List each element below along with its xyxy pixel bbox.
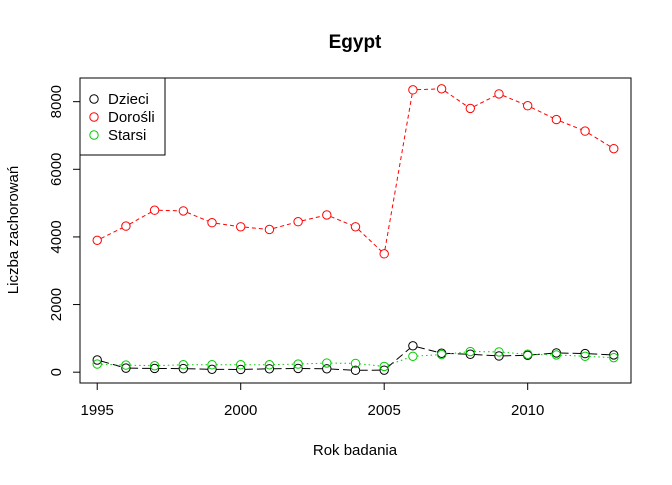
series-line-segment xyxy=(445,91,467,106)
data-point xyxy=(208,219,216,227)
series-starsi xyxy=(93,347,618,370)
series-line-segment xyxy=(474,96,495,107)
y-tick-label: 2000 xyxy=(48,288,65,321)
series-line-segment xyxy=(531,108,552,118)
series-line-segment xyxy=(331,217,352,226)
data-point xyxy=(380,250,388,258)
series-line-segment xyxy=(503,352,523,354)
data-point xyxy=(323,359,331,367)
series-line-segment xyxy=(503,95,524,104)
series-dorosli xyxy=(93,85,618,258)
data-point xyxy=(237,223,245,231)
series-line-segment xyxy=(302,363,322,364)
series-line-segment xyxy=(474,355,494,356)
data-point xyxy=(409,342,417,350)
legend-label-starsi: Starsi xyxy=(108,127,146,144)
series-line-segment xyxy=(560,121,581,129)
series-line-segment xyxy=(589,133,611,146)
data-point xyxy=(237,365,245,373)
data-point xyxy=(323,211,331,219)
data-point xyxy=(265,225,273,233)
data-point xyxy=(610,144,618,152)
x-tick-label: 1995 xyxy=(81,402,114,419)
data-point xyxy=(294,218,302,226)
series-line-segment xyxy=(561,355,581,356)
series-line-segment xyxy=(101,228,122,238)
data-point xyxy=(237,361,245,369)
y-tick-label: 6000 xyxy=(48,153,65,186)
data-point xyxy=(581,127,589,135)
x-axis: 1995 2000 2005 2010 xyxy=(81,383,545,419)
data-point xyxy=(93,236,101,244)
data-point xyxy=(409,352,417,360)
series-line-segment xyxy=(417,355,437,356)
data-point xyxy=(495,90,503,98)
data-point xyxy=(552,351,560,359)
x-axis-label: Rok badania xyxy=(313,442,398,459)
series-line-segment xyxy=(331,369,351,370)
data-point xyxy=(552,115,560,123)
y-tick-label: 8000 xyxy=(48,85,65,118)
series-line-segment xyxy=(417,89,437,90)
series-line-segment xyxy=(360,364,380,366)
x-tick-label: 2000 xyxy=(224,402,257,419)
data-point xyxy=(552,349,560,357)
series-line-segment xyxy=(216,223,236,226)
data-point xyxy=(179,207,187,215)
series-line-segment xyxy=(273,223,294,229)
series-layer xyxy=(93,85,618,375)
series-line-segment xyxy=(385,94,412,250)
legend-label-dorosli: Dorośli xyxy=(108,109,155,126)
data-point xyxy=(122,222,130,230)
series-line-segment xyxy=(245,227,265,229)
series-line-segment xyxy=(159,365,179,366)
data-point xyxy=(150,206,158,214)
chart-title: Egypt xyxy=(329,32,382,53)
data-point xyxy=(466,104,474,112)
y-axis-label: Liczba zachorowań xyxy=(5,166,22,294)
y-tick-label: 0 xyxy=(48,368,65,376)
y-tick-label: 4000 xyxy=(48,220,65,253)
legend-label-dzieci: Dzieci xyxy=(108,91,149,108)
data-point xyxy=(437,85,445,93)
data-point xyxy=(409,86,417,94)
series-line-segment xyxy=(130,212,151,224)
series-line-segment xyxy=(359,230,382,251)
x-tick-label: 2010 xyxy=(511,402,544,419)
y-axis: 0 2000 4000 6000 8000 xyxy=(48,85,80,376)
data-point xyxy=(351,223,359,231)
series-line-segment xyxy=(302,216,323,221)
series-line-segment xyxy=(417,347,438,352)
data-point xyxy=(523,102,531,110)
series-line-segment xyxy=(101,364,121,365)
series-line-segment xyxy=(589,354,609,355)
x-tick-label: 2005 xyxy=(368,402,401,419)
series-line-segment xyxy=(387,349,409,368)
series-dzieci xyxy=(93,342,618,375)
series-line-segment xyxy=(101,361,122,367)
series-line-segment xyxy=(589,356,609,357)
series-line-segment xyxy=(187,212,208,221)
